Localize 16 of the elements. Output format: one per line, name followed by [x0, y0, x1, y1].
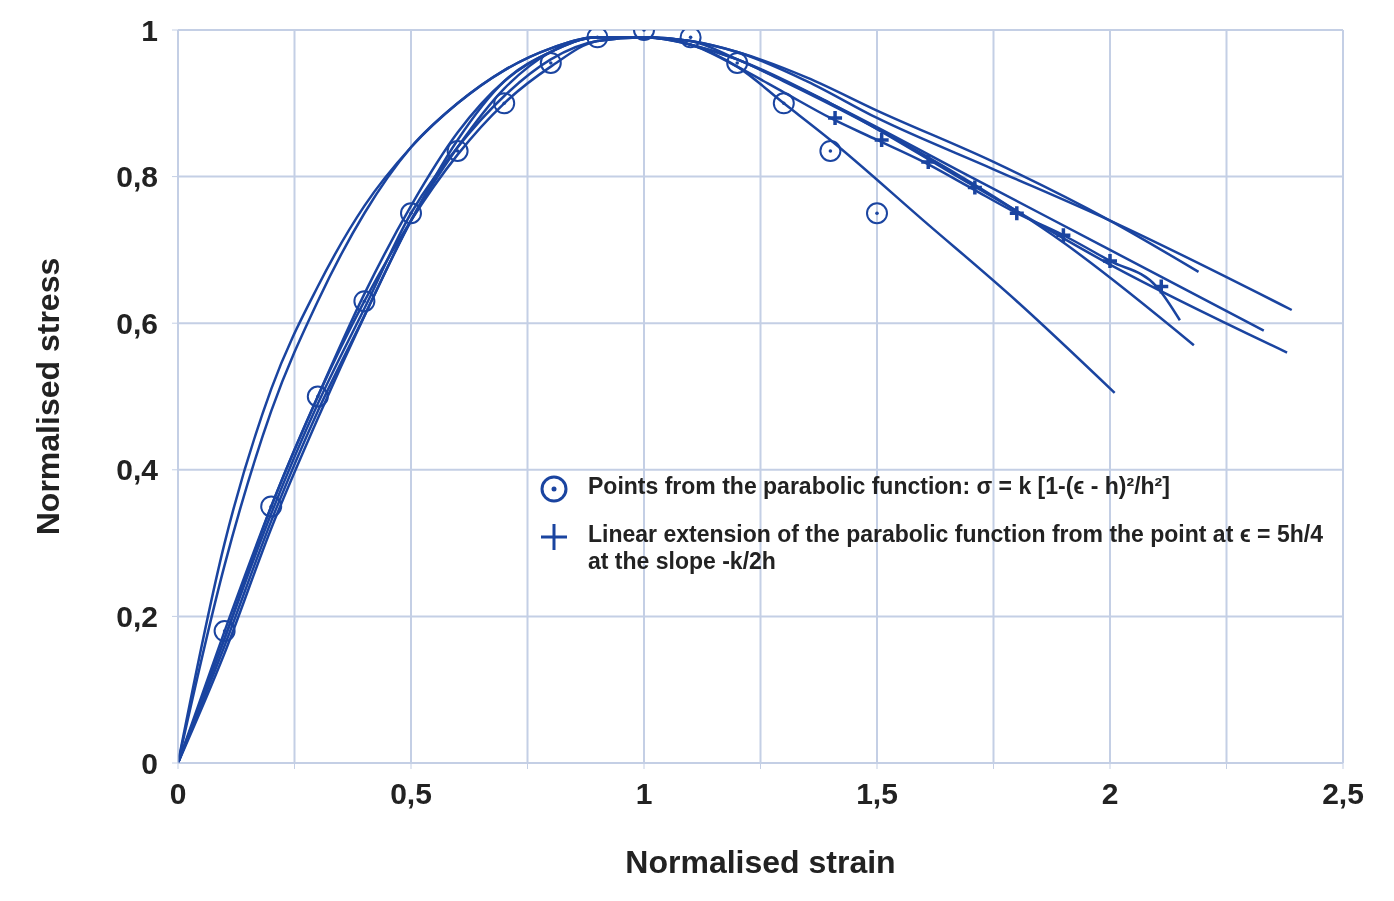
x-tick-label: 0,5 [390, 777, 432, 811]
x-tick-label: 1,5 [856, 777, 898, 811]
y-tick-label: 0,2 [116, 600, 158, 634]
y-tick-label: 1 [141, 13, 158, 47]
legend-label: Linear extension of the parabolic function from the point at ϵ = 5h/4 at the slope -k/2h [588, 521, 1324, 575]
x-axis-title: Normalised strain [625, 844, 896, 880]
x-tick-label: 2,5 [1322, 777, 1364, 811]
y-tick-label: 0 [141, 746, 158, 780]
x-tick-label: 2 [1101, 777, 1119, 811]
y-tick-label: 0,4 [116, 453, 159, 487]
y-axis-title: Normalised stress [30, 257, 67, 536]
x-tick-label: 0 [169, 777, 187, 811]
y-tick-label: 0,6 [116, 306, 158, 340]
x-tick-label: 1 [635, 777, 653, 811]
y-tick-label: 0,8 [116, 160, 158, 194]
legend-label: Points from the parabolic function: σ = k [1-(ϵ - h)²/h²] [588, 473, 1170, 500]
